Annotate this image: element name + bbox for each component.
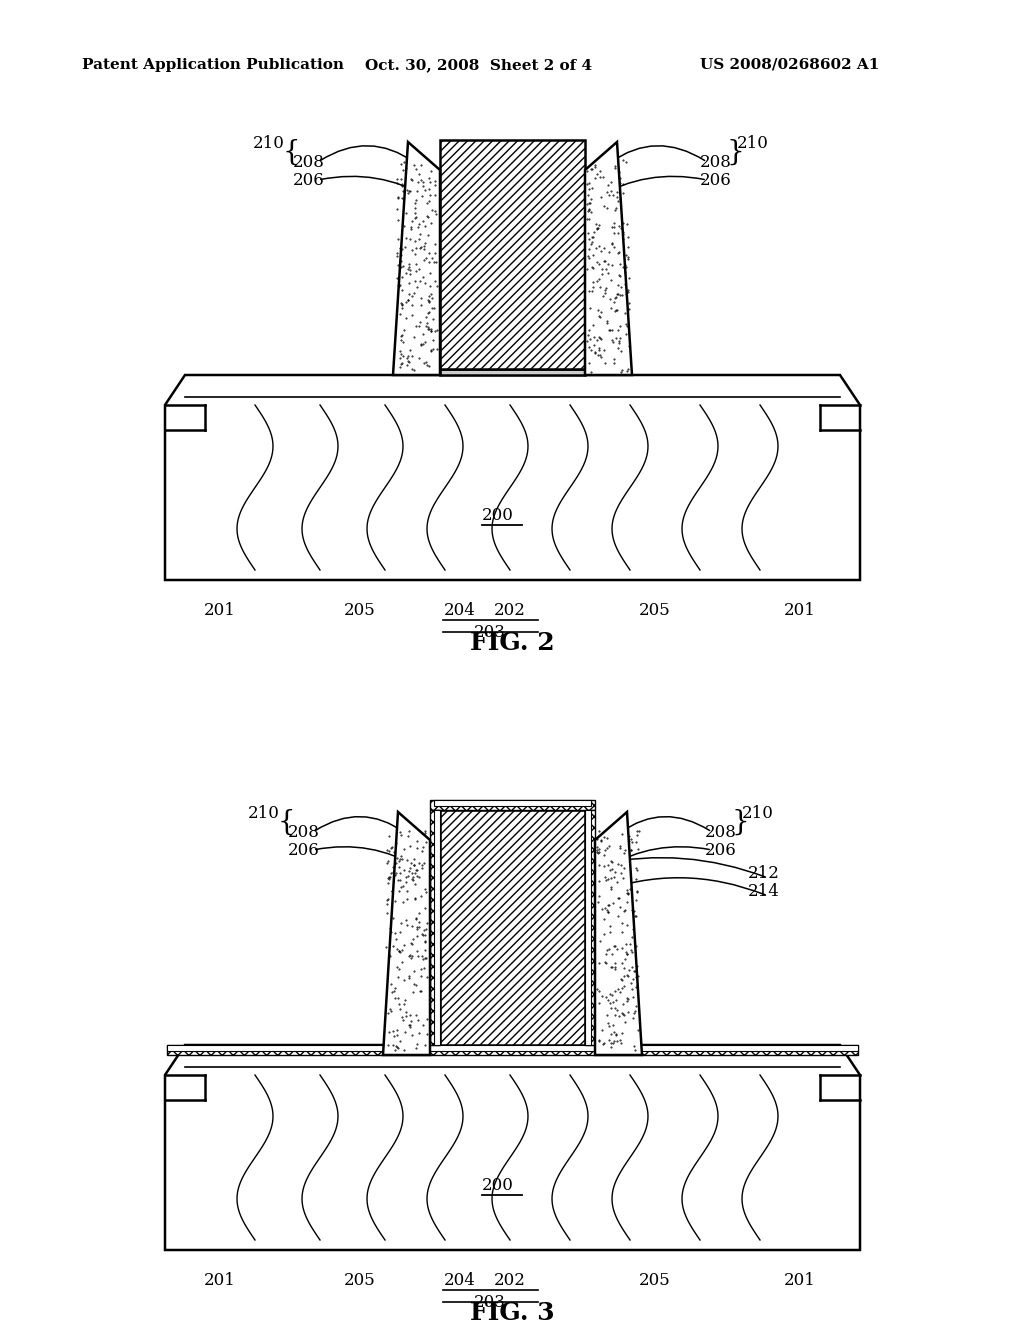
Text: {: { (278, 809, 295, 836)
Text: 206: 206 (706, 842, 737, 859)
Text: 201: 201 (204, 602, 236, 619)
Text: Patent Application Publication: Patent Application Publication (82, 58, 344, 73)
Polygon shape (585, 143, 632, 375)
Text: FIG. 3: FIG. 3 (470, 1302, 554, 1320)
Polygon shape (165, 375, 860, 579)
Text: 212: 212 (748, 865, 780, 882)
Text: 208: 208 (700, 154, 732, 172)
Text: 208: 208 (288, 824, 319, 841)
Text: 205: 205 (639, 602, 671, 619)
Text: Oct. 30, 2008  Sheet 2 of 4: Oct. 30, 2008 Sheet 2 of 4 (365, 58, 592, 73)
Text: }: } (726, 139, 743, 166)
Polygon shape (595, 812, 642, 1055)
Text: {: { (283, 139, 300, 166)
Bar (440, 140, 585, 370)
Text: 201: 201 (204, 1272, 236, 1290)
Text: 202: 202 (494, 1272, 526, 1290)
Bar (434, 810, 440, 1045)
Bar (585, 810, 595, 1045)
Polygon shape (393, 143, 440, 375)
Text: 206: 206 (700, 172, 732, 189)
Text: 204: 204 (444, 1272, 476, 1290)
Text: 202: 202 (494, 602, 526, 619)
Text: 210: 210 (737, 135, 769, 152)
Text: 201: 201 (784, 602, 816, 619)
Text: 205: 205 (344, 602, 376, 619)
Text: 203: 203 (474, 624, 506, 642)
Text: 210: 210 (253, 135, 285, 152)
Bar (440, 370, 585, 375)
Polygon shape (165, 1045, 860, 1250)
Bar (167, 1045, 858, 1055)
Text: 200: 200 (482, 1177, 514, 1195)
Text: 205: 205 (344, 1272, 376, 1290)
Bar (167, 1045, 858, 1051)
Bar (430, 810, 440, 1045)
Bar (440, 810, 585, 1045)
Text: 214: 214 (748, 883, 780, 900)
Text: 208: 208 (706, 824, 737, 841)
Text: }: } (731, 809, 749, 836)
Text: FIG. 2: FIG. 2 (470, 631, 554, 655)
Text: 203: 203 (474, 1294, 506, 1311)
Bar (434, 800, 591, 807)
Bar (585, 810, 591, 1045)
Text: 210: 210 (248, 805, 280, 822)
Text: 208: 208 (293, 154, 325, 172)
Text: 201: 201 (784, 1272, 816, 1290)
Text: 210: 210 (742, 805, 774, 822)
Text: 206: 206 (293, 172, 325, 189)
Text: 204: 204 (444, 602, 476, 619)
Bar (430, 800, 595, 810)
Text: 200: 200 (482, 507, 514, 524)
Text: 205: 205 (639, 1272, 671, 1290)
Text: US 2008/0268602 A1: US 2008/0268602 A1 (700, 58, 880, 73)
Text: 206: 206 (288, 842, 319, 859)
Polygon shape (383, 812, 430, 1055)
